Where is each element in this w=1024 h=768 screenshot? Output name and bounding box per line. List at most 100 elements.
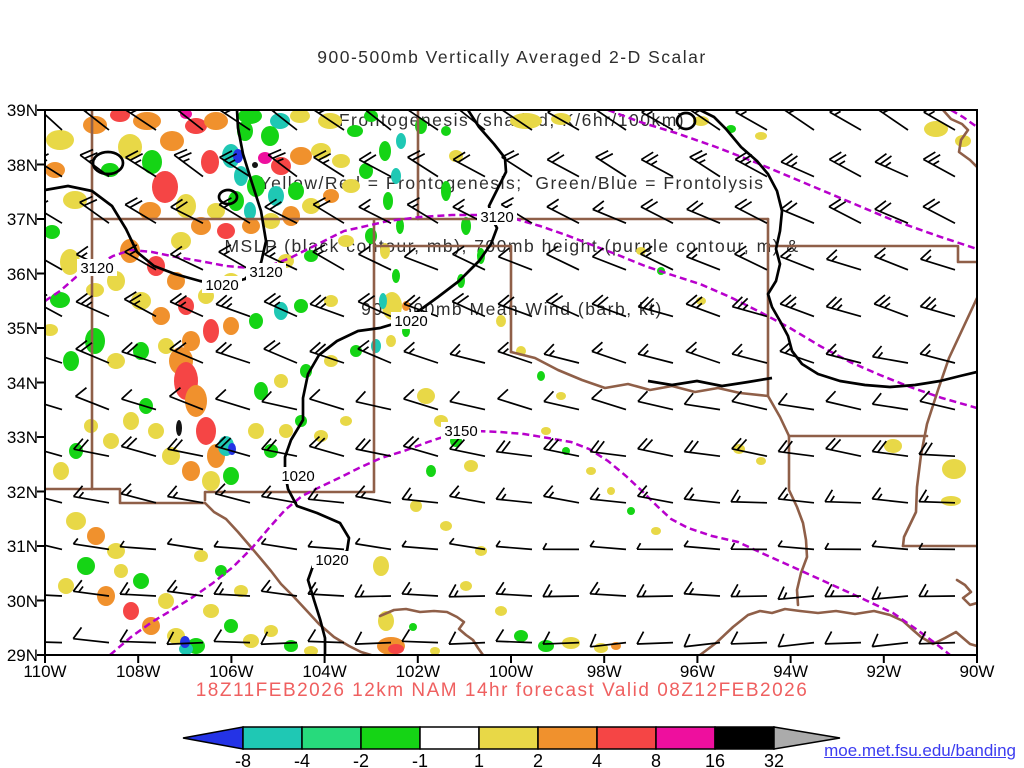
- colorbar-label: 4: [592, 751, 602, 768]
- wind-barb: [355, 390, 392, 411]
- site-url-link[interactable]: moe.met.fsu.edu/banding: [824, 741, 1016, 760]
- shading-blob: [541, 427, 551, 435]
- border-rio-grande: [203, 501, 373, 655]
- contour-label: 1020: [394, 313, 427, 330]
- wind-barb: [591, 341, 627, 364]
- wind-barb: [45, 259, 63, 271]
- wind-barb: [730, 583, 768, 598]
- shading-blob: [234, 166, 248, 186]
- border-ar-mo: [766, 244, 977, 264]
- lat-label: 34N: [6, 373, 38, 393]
- shading-blob: [955, 135, 971, 147]
- wind-barb: [497, 247, 533, 271]
- shading-blob: [693, 116, 709, 126]
- wind-barb: [307, 581, 345, 597]
- wind-barb: [683, 439, 721, 458]
- map-content: 3120 3120 3120 1020 1020 1020 1020 3150: [45, 110, 977, 655]
- shading-blob: [262, 213, 280, 229]
- border-tx-la-sabine: [787, 434, 809, 607]
- wind-barb: [120, 483, 157, 504]
- wind-barb: [734, 198, 768, 224]
- wind-barb: [636, 542, 674, 551]
- wind-barb: [72, 537, 110, 551]
- wind-barb: [829, 110, 862, 131]
- wind-barb: [45, 153, 63, 178]
- shading-blob: [180, 110, 192, 119]
- shading-blob: [426, 465, 436, 477]
- shading-blob: [556, 392, 566, 400]
- wind-barb: [123, 291, 157, 318]
- shading-blob: [441, 181, 451, 201]
- contour-labels: 3120 3120 3120 1020 1020 1020 1020 3150: [77, 208, 517, 569]
- shading-blob: [207, 203, 225, 219]
- wind-barb: [213, 629, 251, 644]
- wind-barb: [120, 436, 157, 458]
- shading-blob: [261, 126, 279, 146]
- shading-blob: [279, 424, 293, 438]
- colorbar-label: -1: [412, 751, 428, 768]
- wind-barb: [734, 151, 768, 178]
- shading-blob: [233, 149, 243, 163]
- shading-blob: [323, 189, 339, 203]
- wind-barb: [777, 487, 815, 504]
- wind-barb: [636, 583, 674, 598]
- shading-blob: [924, 121, 948, 137]
- wind-barb: [45, 594, 63, 597]
- shading-blob: [185, 118, 207, 134]
- shading-blob: [118, 134, 142, 160]
- shading-blob: [46, 130, 74, 150]
- purple-contour-hght-ne: [607, 110, 977, 251]
- wind-barb: [358, 245, 392, 271]
- shading-blob: [182, 331, 200, 351]
- lat-label: 32N: [6, 482, 38, 502]
- wind-barb: [45, 641, 63, 644]
- shading-blob: [627, 507, 635, 515]
- wind-barb: [79, 195, 110, 224]
- shading-blob: [224, 619, 238, 633]
- shading-blob: [217, 223, 235, 239]
- shading-blob: [373, 556, 389, 576]
- shading-blob: [461, 217, 471, 235]
- wind-barb: [825, 437, 862, 458]
- contour-label: 3120: [80, 260, 113, 277]
- shading-blob: [69, 443, 83, 459]
- wind-barb: [357, 292, 392, 318]
- wind-barb: [173, 148, 204, 178]
- shading-blob: [158, 593, 174, 609]
- shading-blob: [133, 112, 161, 130]
- wind-barb: [918, 442, 956, 458]
- wind-barb: [403, 388, 439, 411]
- wind-barb: [640, 198, 674, 224]
- shading-blob: [66, 512, 86, 530]
- closed-contour: [217, 188, 239, 206]
- wind-barbs: [45, 110, 956, 648]
- lon-label: 92W: [866, 662, 902, 681]
- shading-blob: [83, 116, 107, 134]
- wind-barb: [683, 540, 721, 551]
- wind-barb: [313, 150, 345, 178]
- colorbar-segment: [419, 726, 480, 750]
- shading-blob: [464, 460, 478, 472]
- wind-barb: [307, 629, 345, 644]
- shading-blob: [538, 640, 554, 652]
- wind-barb: [828, 151, 862, 178]
- wind-barb: [731, 437, 768, 458]
- wind-barb: [167, 438, 204, 458]
- wind-barb: [825, 390, 862, 411]
- shading-blob: [651, 527, 661, 535]
- shading-blob: [388, 644, 404, 654]
- shading-blob: [107, 353, 125, 369]
- wind-barb: [640, 151, 674, 178]
- border-rio-grande-bigbend: [378, 607, 485, 655]
- colorbar-right-arrow: [773, 726, 841, 750]
- wind-barb: [546, 151, 580, 178]
- wind-barb: [825, 343, 862, 364]
- contour-label-box: [312, 551, 352, 568]
- shading-blob: [755, 132, 767, 140]
- wind-barb: [358, 198, 392, 224]
- wind-barb: [589, 487, 627, 504]
- wind-barb: [777, 392, 815, 411]
- wind-barb: [124, 244, 157, 271]
- shading-blob: [50, 292, 70, 308]
- wind-barb: [124, 197, 157, 224]
